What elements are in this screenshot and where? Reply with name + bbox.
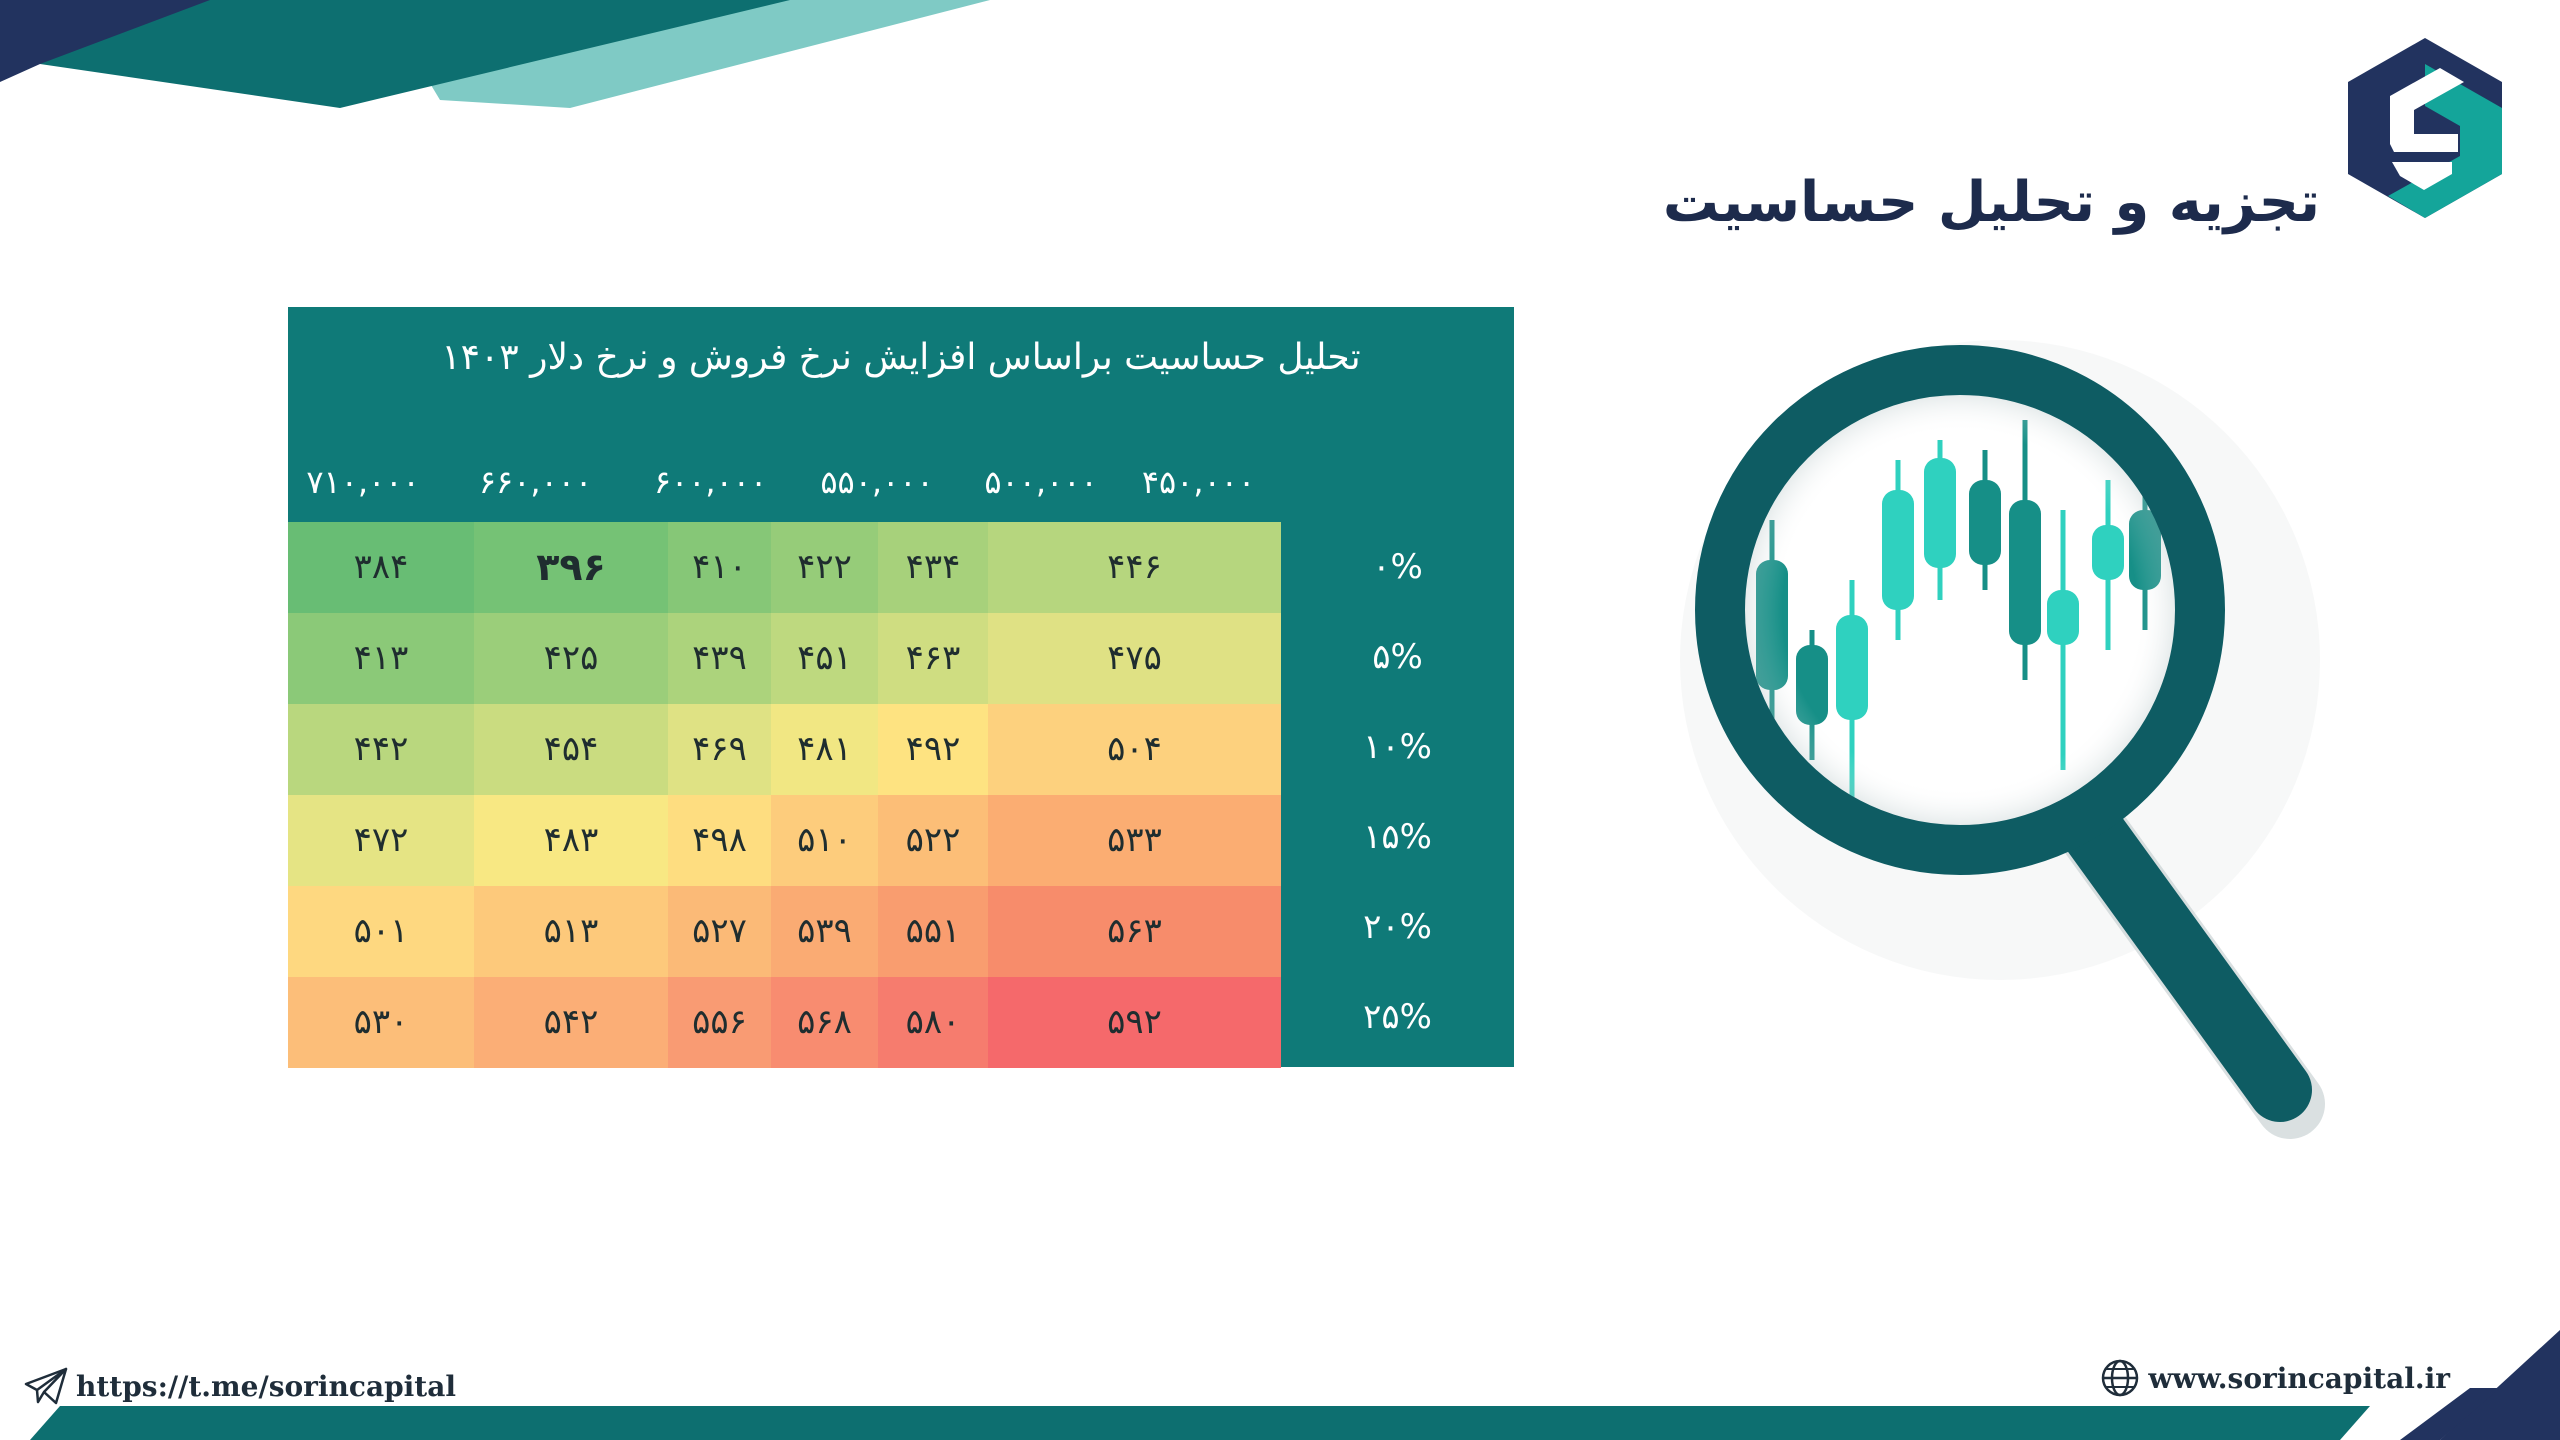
row-header: ۲۵% (1363, 997, 1432, 1037)
column-header: ۵۵۰,۰۰۰ (820, 463, 934, 501)
sensitivity-table: تحلیل حساسیت براساس افزایش نرخ فروش و نر… (288, 307, 1514, 1068)
column-header: ۶۶۰,۰۰۰ (478, 463, 593, 501)
table-cell: ۴۷۵ (988, 613, 1281, 704)
table-cell: ۵۶۸ (771, 977, 878, 1068)
table-cell: ۵۱۰ (771, 795, 878, 886)
table-cell: ۳۹۶ (474, 522, 668, 613)
table-cell: ۴۱۰ (668, 522, 771, 613)
table-cell: ۵۲۷ (668, 886, 771, 977)
table-cell: ۴۸۱ (771, 704, 878, 795)
column-header: ۷۱۰,۰۰۰ (306, 463, 420, 501)
paper-plane-icon (24, 1367, 68, 1405)
website-link[interactable]: www.sorincapital.ir (2100, 1358, 2450, 1398)
table-cell: ۵۳۳ (988, 795, 1281, 886)
table-cell: ۴۵۱ (771, 613, 878, 704)
telegram-link[interactable]: https://t.me/sorincapital (24, 1366, 456, 1406)
table-cell: ۴۱۳ (288, 613, 474, 704)
table-cell: ۴۳۴ (878, 522, 988, 613)
row-header: ۵% (1372, 637, 1423, 677)
globe-icon (2102, 1359, 2139, 1397)
website-link-text[interactable]: www.sorincapital.ir (2148, 1361, 2450, 1395)
table-cell: ۴۷۲ (288, 795, 474, 886)
row-header: ۰% (1372, 547, 1423, 587)
table-cell: ۴۴۶ (988, 522, 1281, 613)
table-cell: ۵۵۶ (668, 977, 771, 1068)
column-header: ۴۵۰,۰۰۰ (1141, 463, 1256, 501)
table-cell: ۵۴۲ (474, 977, 668, 1068)
sorin-logo-icon (2348, 38, 2502, 218)
magnifier-candlestick-icon (1680, 340, 2325, 1139)
table-cell: ۵۶۳ (988, 886, 1281, 977)
top-decorative-ribbon (0, 0, 990, 108)
page-title: تجزیه و تحلیل حساسیت (1662, 170, 2320, 235)
table-title: تحلیل حساسیت براساس افزایش نرخ فروش و نر… (441, 337, 1361, 378)
row-header: ۱۵% (1363, 817, 1432, 857)
table-cell: ۴۳۹ (668, 613, 771, 704)
table-cell: ۵۵۱ (878, 886, 988, 977)
table-cell: ۵۲۲ (878, 795, 988, 886)
column-header: ۵۰۰,۰۰۰ (984, 463, 1098, 501)
row-header: ۲۰% (1363, 907, 1432, 947)
table-cell: ۴۹۲ (878, 704, 988, 795)
table-cell: ۵۰۴ (988, 704, 1281, 795)
table-cell: ۴۴۲ (288, 704, 474, 795)
table-cell: ۴۲۵ (474, 613, 668, 704)
table-cell: ۴۸۳ (474, 795, 668, 886)
table-cell: ۵۹۲ (988, 977, 1281, 1068)
table-cell: ۴۵۴ (474, 704, 668, 795)
table-cell: ۴۹۸ (668, 795, 771, 886)
table-cell: ۴۶۹ (668, 704, 771, 795)
table-cell: ۵۸۰ (878, 977, 988, 1068)
table-cell: ۴۲۲ (771, 522, 878, 613)
table-cell: ۴۶۳ (878, 613, 988, 704)
table-cell: ۵۱۳ (474, 886, 668, 977)
telegram-link-text[interactable]: https://t.me/sorincapital (76, 1369, 457, 1403)
column-header: ۶۰۰,۰۰۰ (653, 463, 768, 501)
row-header: ۱۰% (1363, 727, 1432, 767)
table-cell: ۳۸۴ (288, 522, 474, 613)
table-cell: ۵۰۱ (288, 886, 474, 977)
table-cell: ۵۳۹ (771, 886, 878, 977)
table-cell: ۵۳۰ (288, 977, 474, 1068)
